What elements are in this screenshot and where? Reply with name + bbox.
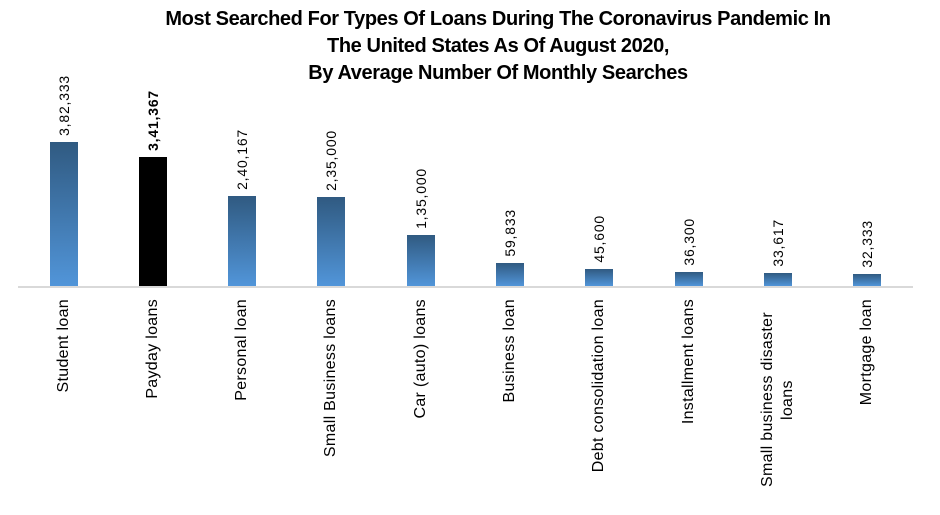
category-label-9: Mortgage loan: [858, 299, 876, 406]
category-label-8: Small business disaster loans: [759, 312, 797, 488]
value-label-7: 36,300: [680, 218, 697, 266]
category-label-2: Personal loan: [233, 299, 251, 401]
category-label-6: Debt consolidation loan: [590, 299, 608, 473]
category-label-3: Small Business loans: [322, 299, 340, 458]
value-label-1: 3,41,367: [144, 90, 161, 151]
bar-student-loan: [49, 142, 78, 286]
x-axis-line: [18, 286, 913, 288]
value-label-9: 32,333: [859, 220, 876, 268]
category-label-7: Installment loans: [679, 299, 697, 425]
chart-title-line-2: The United States As Of August 2020,: [327, 35, 669, 57]
bar-small-business-loans: [317, 197, 346, 286]
chart-title: Most Searched For Types Of Loans During …: [58, 6, 938, 87]
category-label-4: Car (auto) loans: [411, 299, 429, 419]
chart-title-line-1: Most Searched For Types Of Loans During …: [165, 8, 831, 30]
bar-mortgage-loan: [853, 274, 882, 286]
chart-title-line-3: By Average Number Of Monthly Searches: [308, 62, 688, 84]
value-label-5: 59,833: [502, 209, 519, 257]
bar-installment-loans: [674, 272, 703, 286]
bar-business-loan: [496, 263, 525, 286]
value-label-4: 1,35,000: [412, 168, 429, 229]
bar-debt-consolidation-loan: [585, 269, 614, 286]
value-label-2: 2,40,167: [234, 129, 251, 190]
bar-car-auto-loans: [406, 235, 435, 286]
category-label-5: Business loan: [501, 299, 519, 403]
bar-personal-loan: [228, 196, 257, 286]
category-label-1: Payday loans: [143, 299, 161, 399]
value-label-3: 2,35,000: [323, 130, 340, 191]
value-label-6: 45,600: [591, 215, 608, 263]
value-label-8: 33,617: [770, 219, 787, 267]
bar-payday-loans: [138, 157, 167, 286]
bar-small-business-disaster-loans: [764, 273, 793, 286]
category-label-0: Student loan: [54, 299, 72, 393]
value-label-0: 3,82,333: [55, 75, 72, 136]
